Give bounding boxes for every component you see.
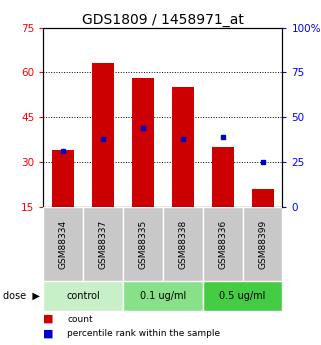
Text: GSM88335: GSM88335 [138,219,147,269]
Bar [212,147,234,207]
Bar [243,207,282,281]
Text: control: control [66,291,100,301]
Bar [132,78,154,207]
Text: ■: ■ [43,329,54,338]
Text: count: count [67,315,93,324]
Bar [123,281,203,310]
Text: 0.1 ug/ml: 0.1 ug/ml [140,291,186,301]
Text: percentile rank within the sample: percentile rank within the sample [67,329,221,338]
Text: GSM88338: GSM88338 [178,219,187,269]
Bar [43,207,83,281]
Text: ■: ■ [43,314,54,324]
Text: dose  ▶: dose ▶ [3,291,40,301]
Bar [163,207,203,281]
Bar [123,207,163,281]
Text: GSM88334: GSM88334 [59,219,68,269]
Title: GDS1809 / 1458971_at: GDS1809 / 1458971_at [82,12,244,27]
Bar [172,87,194,207]
Bar [43,281,123,310]
Text: GSM88337: GSM88337 [99,219,108,269]
Bar [203,207,243,281]
Text: GSM88399: GSM88399 [258,219,267,269]
Bar [83,207,123,281]
Bar [252,189,273,207]
Text: GSM88336: GSM88336 [218,219,227,269]
Bar [52,150,74,207]
Bar [203,281,282,310]
Text: 0.5 ug/ml: 0.5 ug/ml [220,291,266,301]
Bar [92,63,114,207]
